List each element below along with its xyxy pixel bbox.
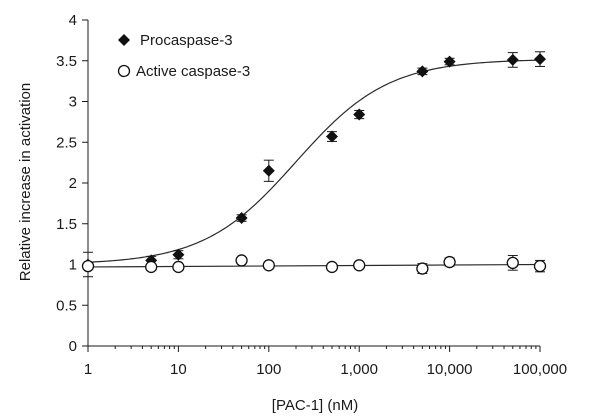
y-tick-label: 0 (69, 338, 77, 355)
data-point-active-caspase-3 (81, 259, 95, 273)
data-point-active-caspase-3 (145, 260, 158, 274)
x-tick-label: 10 (170, 361, 187, 378)
legend-label-procaspase-3: Procaspase-3 (140, 32, 233, 49)
y-tick-label: 3.5 (56, 53, 77, 70)
data-point-procaspase-3 (443, 55, 456, 68)
data-point-procaspase-3 (506, 52, 519, 68)
y-axis-title: Relative increase in activation (17, 83, 34, 281)
legend-label-active-caspase-3: Active caspase-3 (136, 63, 250, 80)
y-tick-label: 1 (69, 257, 77, 274)
marker-circle (416, 262, 429, 275)
legend-marker-active-caspase-3 (117, 64, 131, 78)
y-tick-label: 0.5 (56, 297, 77, 314)
data-point-procaspase-3 (172, 248, 185, 261)
y-axis-ticks: 0 0.5 1 1.5 2 2.5 3 3.5 4 (56, 12, 88, 355)
marker-circle (81, 259, 95, 273)
marker-diamond (325, 130, 338, 143)
y-tick-label: 2 (69, 175, 77, 192)
marker-diamond (416, 65, 429, 78)
legend: Procaspase-3 Active caspase-3 (117, 32, 250, 80)
x-tick-label: 100,000 (513, 361, 567, 378)
data-points (81, 51, 547, 278)
data-point-procaspase-3 (235, 212, 248, 225)
data-point-procaspase-3 (416, 65, 429, 78)
data-point-active-caspase-3 (353, 259, 366, 272)
data-point-active-caspase-3 (443, 255, 456, 269)
x-tick-label: 10,000 (427, 361, 473, 378)
fit-curves (87, 59, 541, 268)
x-tick-label: 1,000 (340, 361, 378, 378)
marker-circle (325, 260, 339, 274)
plot-area: 0 0.5 1 1.5 2 2.5 3 3.5 4 1 10 100 1,000 10,000 100,0… (56, 12, 567, 378)
marker-diamond (443, 55, 456, 68)
marker-diamond (506, 53, 519, 66)
data-point-active-caspase-3 (506, 255, 519, 271)
data-point-active-caspase-3 (533, 259, 547, 273)
fit-line-active-caspase-3 (87, 263, 541, 268)
data-point-active-caspase-3 (325, 260, 339, 274)
data-point-procaspase-3 (353, 108, 366, 121)
marker-diamond (534, 53, 546, 66)
y-tick-label: 2.5 (56, 134, 77, 151)
marker-circle (353, 259, 366, 272)
marker-diamond (262, 164, 275, 177)
y-tick-label: 3 (69, 94, 77, 111)
marker-circle (506, 256, 519, 270)
marker-circle (172, 260, 185, 274)
marker-circle (262, 259, 275, 272)
fit-curve-procaspase-3 (87, 59, 541, 263)
data-point-procaspase-3 (262, 159, 275, 182)
y-tick-label: 4 (69, 12, 77, 29)
marker-diamond (353, 108, 366, 121)
marker-diamond (235, 212, 248, 225)
legend-marker-procaspase-3 (118, 34, 130, 46)
x-axis-title: [PAC-1] (nM) (272, 397, 358, 414)
marker-circle (235, 254, 248, 267)
x-tick-label: 100 (256, 361, 281, 378)
marker-circle (533, 259, 547, 273)
data-point-active-caspase-3 (262, 259, 275, 272)
marker-circle (145, 260, 158, 274)
y-tick-label: 1.5 (56, 216, 77, 233)
x-tick-label: 1 (84, 361, 92, 378)
x-axis-ticks: 1 10 100 1,000 10,000 100,000 (84, 346, 567, 378)
marker-circle (443, 255, 456, 269)
marker-diamond (172, 248, 185, 261)
data-point-procaspase-3 (534, 51, 546, 67)
data-point-active-caspase-3 (235, 254, 248, 267)
data-point-procaspase-3 (325, 130, 338, 143)
data-point-active-caspase-3 (416, 262, 429, 275)
data-point-active-caspase-3 (172, 260, 185, 274)
